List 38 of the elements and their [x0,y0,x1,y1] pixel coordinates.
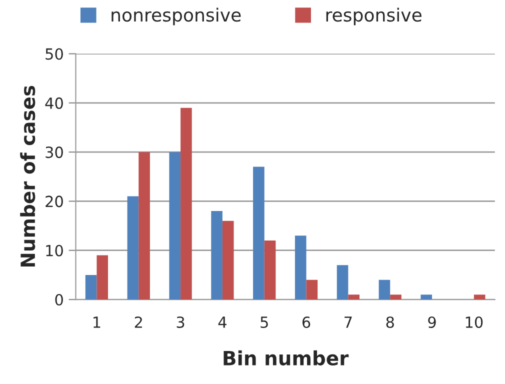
y-tick-label: 40 [45,97,63,109]
bar [474,294,486,300]
bar [180,108,192,300]
bar [85,274,97,300]
bar [253,166,264,300]
x-tick-label: 7 [344,316,352,328]
legend-label: responsive [326,8,422,26]
legend-label: nonresponsive [112,8,241,26]
x-axis-title: Bin number [224,350,349,366]
x-tick-label: 1 [94,316,100,328]
x-tick-label: 10 [466,316,483,328]
x-tick-label: 2 [134,316,142,328]
x-tick-label: 8 [386,316,394,328]
bar [211,211,222,300]
bar [96,255,108,300]
bar [294,236,306,300]
bar [127,196,139,300]
x-tick-label: 6 [302,316,310,328]
bar [378,280,390,300]
y-tick-label: 10 [46,244,63,256]
bar [306,280,318,300]
y-axis-title: Number of cases [20,86,36,267]
bar [222,220,234,300]
y-tick-label: 20 [46,196,63,208]
y-tick-label: 0 [55,294,63,306]
x-tick-label: 4 [218,316,226,328]
x-tick-label: 3 [176,316,184,328]
bar [420,294,432,300]
y-tick-label: 30 [46,146,63,158]
y-tick-label: 50 [46,48,63,60]
bar [348,294,360,300]
x-tick-label: 5 [260,316,268,328]
bar [390,294,402,300]
bar [169,152,181,300]
x-tick-label: 9 [428,316,436,328]
bar [138,152,150,300]
bar [264,240,276,300]
bar [336,265,348,300]
